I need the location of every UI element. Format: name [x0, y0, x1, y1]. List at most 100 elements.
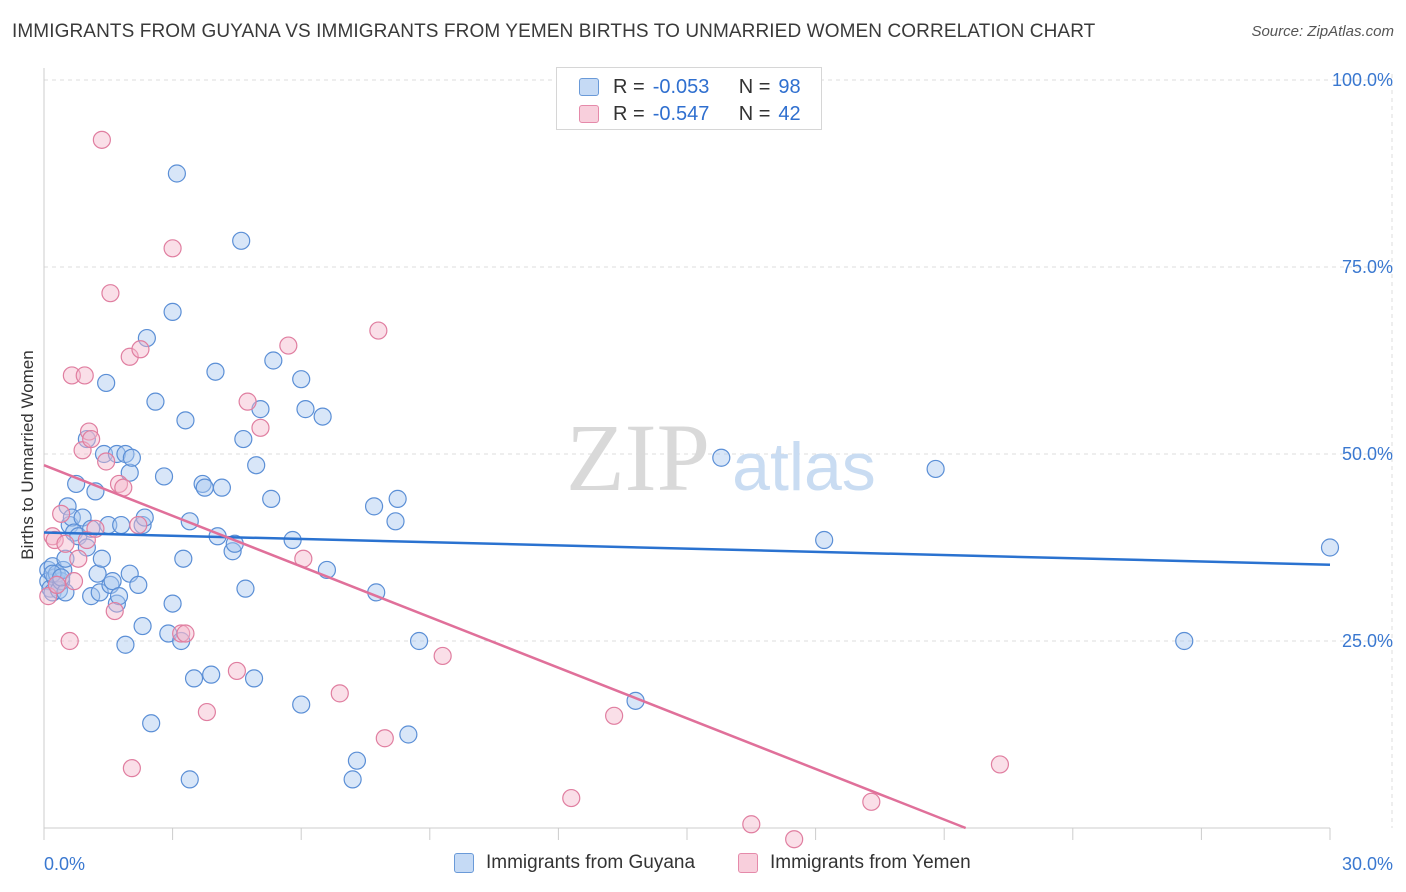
correlation-legend: R = -0.053 N = 98 R = -0.547 N = 42	[556, 67, 822, 130]
legend-label-yemen: Immigrants from Yemen	[770, 852, 971, 873]
guyana-point	[137, 328, 156, 348]
x-tick-label: 30.0%	[1342, 854, 1393, 874]
guyana-point	[409, 631, 429, 651]
y-tick-label: 25.0%	[1342, 631, 1393, 651]
yemen-point	[56, 534, 75, 553]
guyana-point	[174, 549, 193, 568]
guyana-point	[122, 448, 141, 467]
yemen-point	[742, 815, 761, 834]
yemen-point	[227, 661, 246, 681]
legend-item-guyana: Immigrants from Guyana	[454, 852, 695, 874]
yemen-point	[52, 504, 71, 523]
guyana-swatch	[454, 853, 474, 873]
guyana-point	[107, 594, 126, 613]
chart-title: IMMIGRANTS FROM GUYANA VS IMMIGRANTS FRO…	[12, 21, 1096, 42]
guyana-point	[94, 444, 114, 464]
yemen-point	[122, 759, 141, 778]
n-value: 98	[778, 75, 801, 98]
guyana-point	[364, 497, 384, 516]
guyana-point	[92, 549, 111, 568]
guyana-point	[347, 751, 367, 770]
yemen-point	[45, 530, 64, 550]
r-value: -0.053	[652, 75, 710, 98]
yemen-point	[279, 336, 298, 355]
yemen-point	[64, 572, 84, 591]
guyana-point	[129, 575, 148, 595]
guyana-point	[116, 635, 135, 654]
n-value: 42	[778, 102, 801, 125]
yemen-point	[375, 729, 394, 748]
guyana-point	[232, 231, 251, 250]
guyana-point	[926, 459, 945, 479]
guyana-point	[236, 579, 255, 598]
guyana-point	[712, 448, 731, 467]
x-tick-label: 0.0%	[44, 854, 85, 874]
guyana-point	[109, 587, 129, 606]
guyana-point	[88, 564, 107, 583]
yemen-point	[562, 788, 581, 808]
yemen-point	[131, 340, 150, 359]
yemen-point	[238, 392, 257, 411]
yemen-point	[120, 347, 139, 366]
yemen-point	[92, 130, 111, 149]
legend-label-guyana: Immigrants from Guyana	[486, 852, 696, 873]
yemen-point	[60, 631, 79, 651]
grid-lines	[44, 74, 1393, 828]
guyana-point	[247, 456, 266, 475]
legend-item-yemen: Immigrants from Yemen	[738, 852, 971, 874]
legend-row-yemen: R = -0.547 N = 42	[579, 102, 801, 126]
guyana-point	[135, 508, 154, 527]
n-label: N =	[738, 75, 771, 98]
yemen-point	[97, 452, 116, 471]
r-value: -0.547	[652, 102, 710, 125]
guyana-point	[54, 560, 73, 580]
guyana-point	[184, 669, 204, 688]
yemen-point	[197, 702, 216, 722]
guyana-point	[133, 616, 152, 636]
guyana-point	[296, 400, 315, 419]
y-tick-label: 75.0%	[1342, 257, 1393, 277]
yemen-point	[176, 624, 195, 643]
guyana-point	[103, 572, 122, 591]
yemen-point	[105, 601, 124, 621]
guyana-point	[292, 370, 311, 389]
yemen-point	[163, 239, 182, 258]
guyana-point	[262, 489, 281, 508]
guyana-point	[399, 725, 418, 744]
guyana-point	[206, 362, 225, 381]
guyana-point	[163, 594, 182, 613]
guyana-point	[176, 411, 195, 430]
guyana-point	[97, 373, 116, 393]
r-label: R =	[613, 102, 645, 125]
yemen-point	[47, 575, 66, 595]
y-tick-label: 50.0%	[1342, 444, 1393, 464]
series-guyana-points	[39, 164, 1340, 789]
yemen-swatch	[579, 105, 599, 123]
guyana-point	[163, 302, 182, 321]
axes	[43, 68, 1331, 840]
n-label: N =	[738, 102, 771, 125]
yemen-point	[62, 366, 81, 385]
guyana-point	[62, 508, 81, 527]
yemen-point	[251, 418, 270, 437]
watermark: ZIP atlas	[566, 404, 876, 511]
guyana-point	[180, 770, 199, 789]
r-label: R =	[613, 75, 645, 98]
yemen-point	[785, 830, 804, 849]
yemen-point	[129, 515, 148, 535]
guyana-point	[223, 542, 242, 561]
guyana-point	[1175, 631, 1194, 651]
guyana-point	[142, 714, 161, 733]
watermark-atlas: atlas	[732, 429, 876, 505]
guyana-point	[154, 467, 174, 486]
guyana-point	[212, 478, 231, 497]
guyana-point	[313, 407, 332, 426]
y-axis-label: Births to Unmarried Women	[18, 350, 37, 560]
guyana-point	[234, 429, 253, 449]
guyana-swatch	[579, 78, 599, 96]
guyana-point	[77, 429, 96, 449]
guyana-point	[343, 770, 362, 789]
guyana-point	[388, 489, 407, 508]
yemen-point	[369, 321, 388, 340]
